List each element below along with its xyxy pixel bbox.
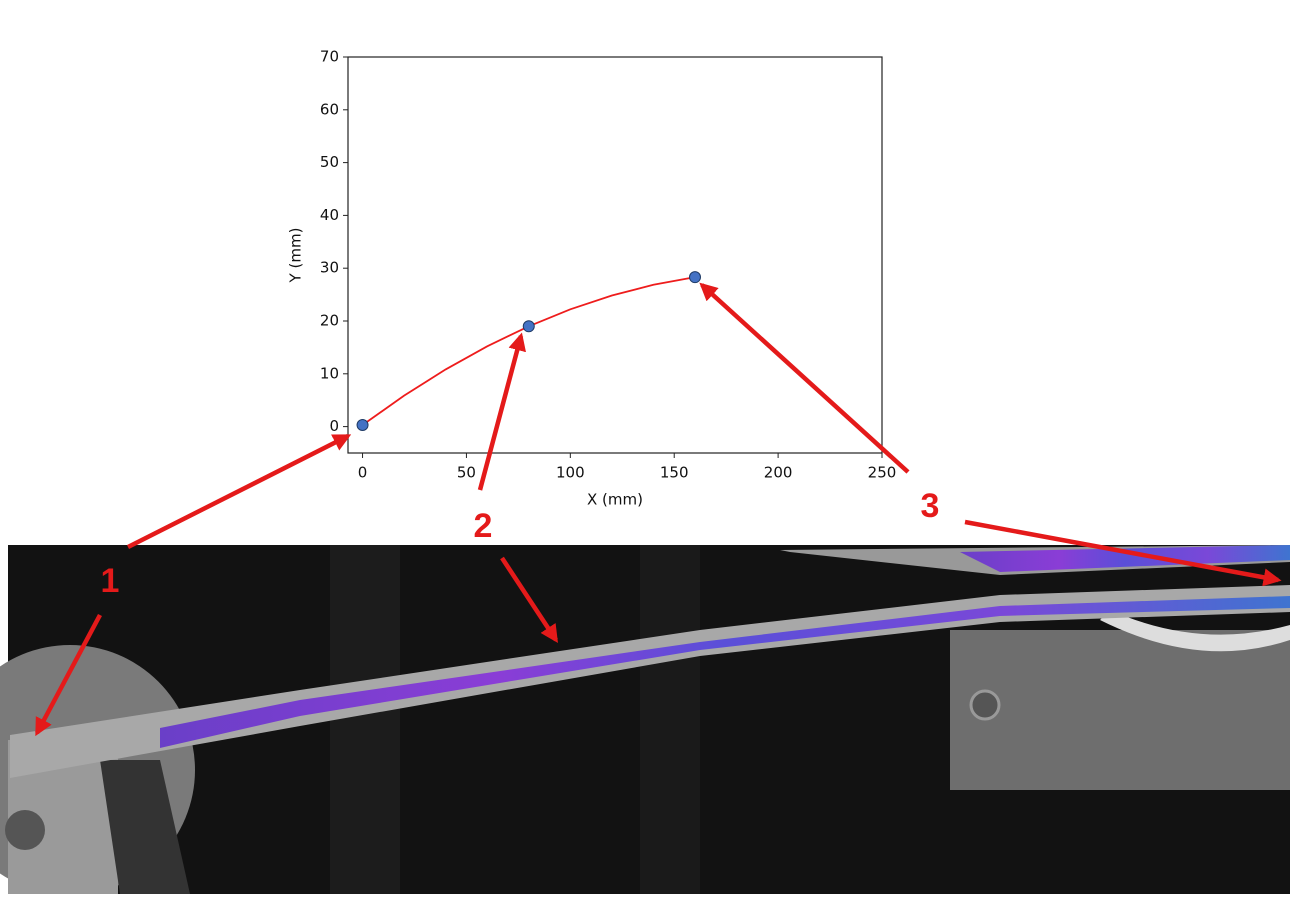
- annotation-arrows: [35, 282, 1282, 737]
- x-tick-label: 250: [868, 464, 897, 482]
- x-tick-label: 100: [556, 464, 585, 482]
- annotation-label: 3: [921, 487, 940, 525]
- chart-panel: [268, 10, 923, 530]
- annotation-label: 2: [474, 507, 493, 545]
- data-point: [688, 271, 701, 284]
- y-tick-label: 30: [320, 259, 339, 277]
- data-point: [356, 419, 369, 432]
- y-tick-label: 10: [320, 364, 339, 382]
- y-tick-label: 50: [320, 153, 339, 171]
- plot-frame: [347, 56, 883, 454]
- x-tick-label: 150: [660, 464, 689, 482]
- x-tick-label: 0: [358, 464, 368, 482]
- data-point: [522, 320, 535, 333]
- y-tick-label: 60: [320, 100, 339, 118]
- x-axis-label: X (mm): [587, 491, 643, 509]
- plot: 0 50 100 150 200 250 0 10 20 30 40 50 60 70: [320, 48, 896, 482]
- y-tick-label: 0: [329, 417, 339, 435]
- x-tick-label: 200: [764, 464, 793, 482]
- x-tick-label: 50: [457, 464, 476, 482]
- y-tick-label: 70: [320, 48, 339, 66]
- specimen-photo: [0, 545, 1290, 895]
- annotation-label: 1: [101, 562, 120, 600]
- y-tick-label: 40: [320, 206, 339, 224]
- y-axis-label: Y (mm): [287, 228, 305, 284]
- y-tick-label: 20: [320, 312, 339, 330]
